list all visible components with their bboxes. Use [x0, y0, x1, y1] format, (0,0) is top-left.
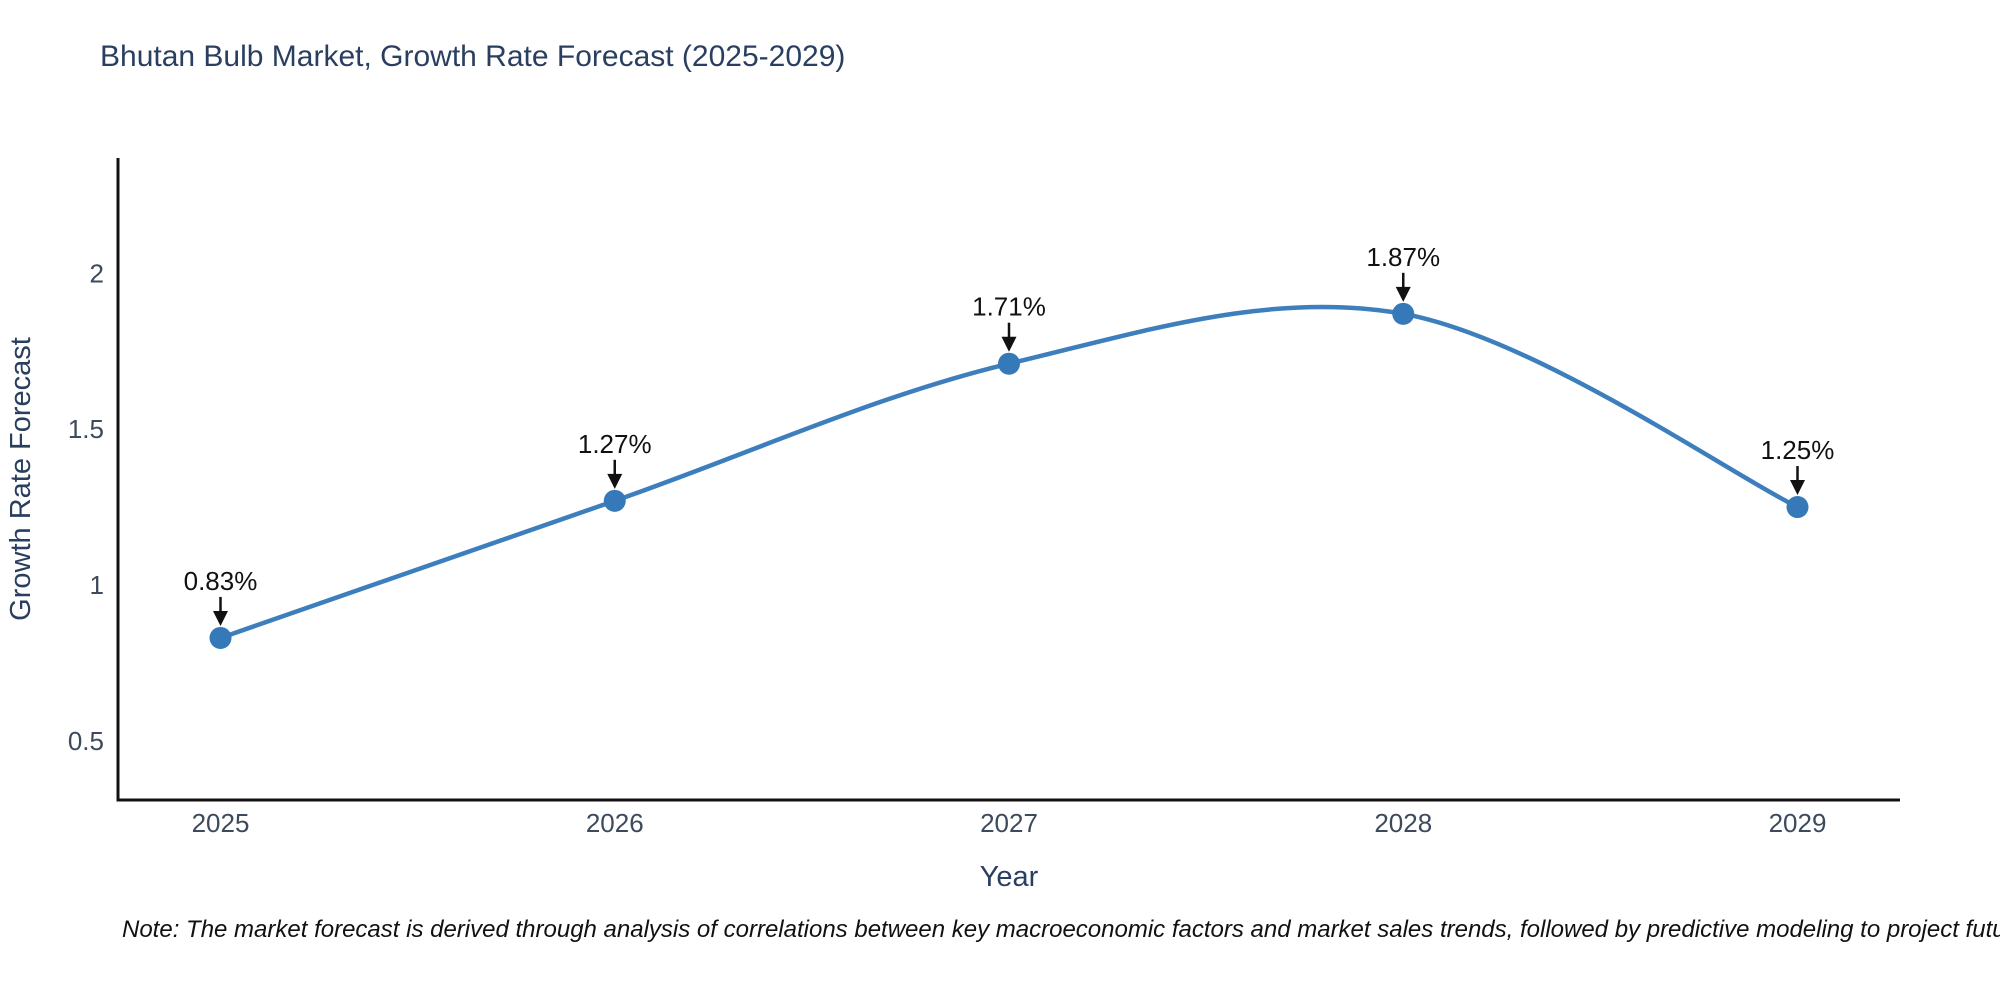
chart-title: Bhutan Bulb Market, Growth Rate Forecast… [100, 40, 846, 73]
data-point[interactable] [603, 489, 626, 512]
x-axis-title: Year [980, 861, 1039, 893]
y-axis-title: Growth Rate Forecast [5, 337, 37, 621]
x-tick-label: 2028 [1374, 808, 1432, 838]
y-tick-label: 1.5 [68, 414, 104, 444]
x-tick-label: 2027 [980, 808, 1038, 838]
y-tick-label: 0.5 [68, 726, 104, 756]
x-tick-label: 2026 [586, 808, 644, 838]
y-tick-label: 1 [90, 570, 104, 600]
y-tick-label: 2 [90, 258, 104, 288]
point-label: 1.27% [578, 429, 652, 459]
data-point[interactable] [998, 352, 1020, 375]
footnote: Note: The market forecast is derived thr… [122, 916, 2000, 943]
annotation-arrowhead-icon [1395, 286, 1411, 302]
data-point[interactable] [209, 626, 232, 649]
annotation-arrowhead-icon [1001, 336, 1017, 352]
x-tick-label: 2025 [192, 808, 250, 838]
point-label: 1.87% [1366, 242, 1440, 272]
data-point[interactable] [1786, 496, 1809, 519]
plot-area: 0.5 1 1.5 2 2025 2026 2027 2028 2029 Year Growth R… [5, 158, 1900, 893]
annotation-arrowhead-icon [213, 610, 229, 626]
point-label: 1.71% [972, 292, 1046, 322]
annotation-arrowhead-icon [1789, 480, 1805, 496]
x-tick-label: 2029 [1769, 808, 1827, 838]
point-label: 0.83% [184, 566, 258, 596]
annotation-arrowhead-icon [607, 473, 623, 489]
data-point[interactable] [1392, 302, 1415, 325]
point-label: 1.25% [1761, 435, 1835, 465]
